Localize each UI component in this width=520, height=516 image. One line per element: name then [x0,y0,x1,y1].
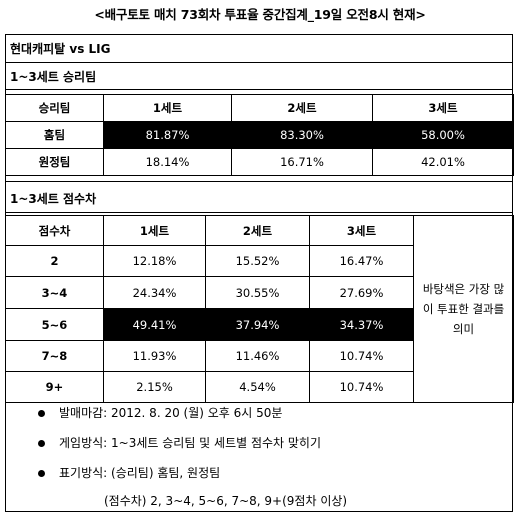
row-label: 5~6 [5,308,104,341]
winner-section-heading: 1~3세트 승리팀 [10,70,97,84]
notation-subtext: (점수차) 2, 3~4, 5~6, 7~8, 9+(9점차 이상) [104,494,348,508]
table-row: 5~6 49.41% 37.94% 34.37% [5,308,514,341]
table-row: 2 12.18% 15.52% 16.47% [5,245,514,277]
row-label: 9+ [5,371,104,403]
table-cell: 12.18% [103,245,206,277]
notation-text: 표기방식: (승리팀) 홈팀, 원정팀 [59,466,221,480]
table-row: 3~4 24.34% 30.55% 27.69% [5,276,514,309]
row-label: 원정팀 [5,148,104,176]
set-header: 1세트 [103,94,232,122]
table-cell: 34.37% [309,308,414,341]
table-cell: 83.30% [231,121,373,149]
table-cell: 27.69% [309,276,414,309]
table-cell: 24.34% [103,276,206,309]
table-cell: 81.87% [103,121,232,149]
margin-section-heading: 1~3세트 점수차 [10,192,97,206]
row-label: 7~8 [5,340,104,372]
divider [5,89,513,90]
deadline-text: 발매마감: 2012. 8. 20 (월) 오후 6시 50분 [59,406,283,420]
table-row: 9+ 2.15% 4.54% 10.74% [5,371,514,403]
page-title: <배구토토 매치 73회차 투표율 중간집계_19일 오전8시 현재> [94,7,426,22]
bullet-icon [38,440,45,447]
divider [5,62,513,63]
table-cell: 2.15% [103,371,206,403]
game-method-text: 게임방식: 1~3세트 승리팀 및 세트별 점수차 맞히기 [59,436,322,450]
row-label: 3~4 [5,276,104,309]
margin-table: 점수차 1세트 2세트 3세트 바탕색은 가장 많이 투표한 결과를 의미 2 … [5,215,514,403]
divider [5,181,513,182]
table-cell: 49.41% [103,308,206,341]
table-cell: 16.71% [231,148,373,176]
legend-note: 바탕색은 가장 많이 투표한 결과를 의미 [422,282,505,336]
divider [5,212,513,213]
table-cell: 18.14% [103,148,232,176]
table-row: 7~8 11.93% 11.46% 10.74% [5,340,514,372]
list-item: 게임방식: 1~3세트 승리팀 및 세트별 점수차 맞히기 [38,434,321,451]
list-item: 표기방식: (승리팀) 홈팀, 원정팀 [38,464,220,481]
table-cell: 10.74% [309,340,414,372]
table-cell: 11.93% [103,340,206,372]
winner-table: 승리팀 1세트 2세트 3세트 홈팀 81.87% 83.30% 58.00% … [5,94,514,176]
set-header: 1세트 [103,215,206,246]
table-cell: 15.52% [205,245,310,277]
table-cell: 11.46% [205,340,310,372]
set-header: 3세트 [309,215,414,246]
table-cell: 16.47% [309,245,414,277]
match-title: 현대캐피탈 vs LIG [10,42,111,56]
margin-corner-header: 점수차 [5,215,104,246]
table-cell: 30.55% [205,276,310,309]
set-header: 3세트 [372,94,514,122]
table-row: 원정팀 18.14% 16.71% 42.01% [5,148,514,176]
set-header: 2세트 [205,215,310,246]
bullet-icon [38,410,45,417]
row-label: 2 [5,245,104,277]
table-cell: 42.01% [372,148,514,176]
winner-corner-header: 승리팀 [5,94,104,122]
table-row: 홈팀 81.87% 83.30% 58.00% [5,121,514,149]
list-item: 발매마감: 2012. 8. 20 (월) 오후 6시 50분 [38,404,282,421]
legend-note-cell: 바탕색은 가장 많이 투표한 결과를 의미 [413,215,514,403]
row-label: 홈팀 [5,121,104,149]
set-header: 2세트 [231,94,373,122]
table-cell: 4.54% [205,371,310,403]
table-cell: 10.74% [309,371,414,403]
table-cell: 37.94% [205,308,310,341]
table-cell: 58.00% [372,121,514,149]
bullet-icon [38,470,45,477]
